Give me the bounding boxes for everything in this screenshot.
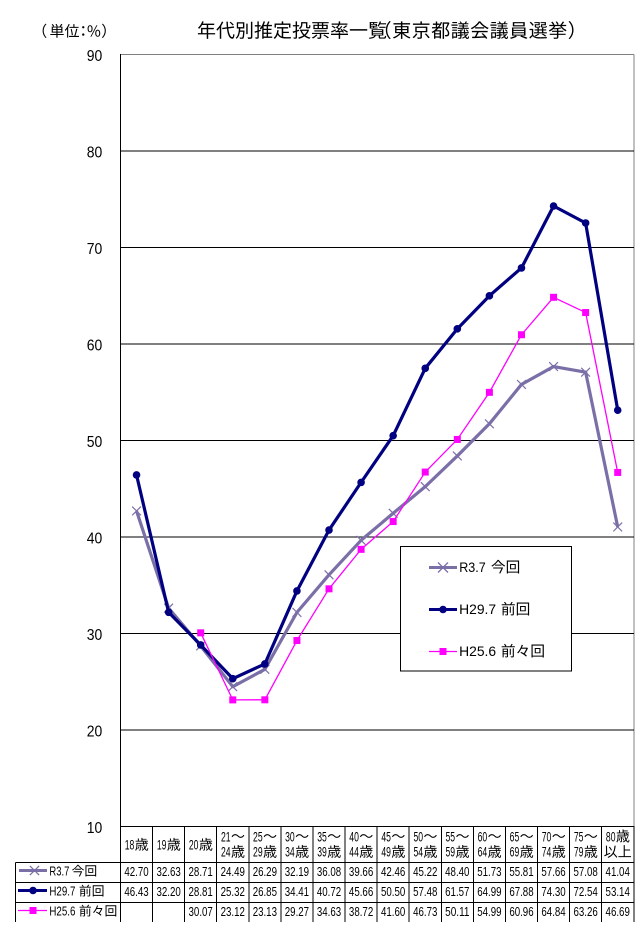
svg-text:R3.7: R3.7: [49, 863, 69, 878]
svg-text:80: 80: [87, 145, 103, 162]
svg-text:45.22: 45.22: [413, 864, 437, 879]
svg-text:59: 59: [446, 845, 456, 860]
svg-text:65: 65: [510, 829, 520, 844]
svg-text:19: 19: [157, 838, 167, 853]
svg-text:21: 21: [221, 829, 231, 844]
svg-text:60: 60: [478, 829, 488, 844]
svg-text:46.69: 46.69: [606, 904, 630, 919]
svg-text:50.11: 50.11: [445, 904, 469, 919]
svg-text:26.29: 26.29: [253, 864, 277, 879]
svg-text:32.20: 32.20: [156, 884, 180, 899]
svg-text:57.66: 57.66: [541, 864, 565, 879]
svg-text:50.50: 50.50: [381, 884, 405, 899]
svg-text:40: 40: [349, 829, 359, 844]
svg-text:90: 90: [87, 48, 103, 65]
svg-text:79: 79: [574, 845, 584, 860]
svg-text:40.72: 40.72: [317, 884, 341, 899]
svg-text:23.13: 23.13: [253, 904, 277, 919]
svg-text:55: 55: [446, 829, 456, 844]
svg-text:32.19: 32.19: [285, 864, 309, 879]
svg-text:74: 74: [542, 845, 552, 860]
svg-text:44: 44: [349, 845, 359, 860]
svg-text:39: 39: [317, 845, 327, 860]
svg-text:24.49: 24.49: [221, 864, 245, 879]
svg-text:72.54: 72.54: [573, 884, 597, 899]
svg-text:28.81: 28.81: [189, 884, 213, 899]
svg-text:25: 25: [253, 829, 263, 844]
svg-text:41.60: 41.60: [381, 904, 405, 919]
svg-text:45: 45: [381, 829, 391, 844]
svg-text:25.32: 25.32: [221, 884, 245, 899]
svg-text:60.96: 60.96: [509, 904, 533, 919]
svg-text:32.63: 32.63: [156, 864, 180, 879]
svg-text:30: 30: [285, 829, 295, 844]
svg-text:61.57: 61.57: [445, 884, 469, 899]
svg-text:67.88: 67.88: [509, 884, 533, 899]
svg-text:35: 35: [317, 829, 327, 844]
svg-text:54: 54: [413, 845, 423, 860]
svg-text:H29.7: H29.7: [459, 601, 496, 617]
svg-text:R3.7: R3.7: [459, 559, 486, 575]
svg-text:42.46: 42.46: [381, 864, 405, 879]
svg-text:50: 50: [87, 434, 103, 451]
svg-text:64.84: 64.84: [541, 904, 565, 919]
svg-text:46.73: 46.73: [413, 904, 437, 919]
svg-text:38.72: 38.72: [349, 904, 373, 919]
svg-text:20: 20: [189, 838, 199, 853]
svg-text:36.08: 36.08: [317, 864, 341, 879]
svg-text:51.73: 51.73: [477, 864, 501, 879]
svg-text:70: 70: [542, 829, 552, 844]
svg-text:64.99: 64.99: [477, 884, 501, 899]
svg-text:50: 50: [413, 829, 423, 844]
svg-text:60: 60: [87, 338, 103, 355]
svg-text:34.63: 34.63: [317, 904, 341, 919]
svg-text:69: 69: [510, 845, 520, 860]
svg-text:H25.6: H25.6: [49, 903, 75, 918]
svg-text:39.66: 39.66: [349, 864, 373, 879]
svg-text:45.66: 45.66: [349, 884, 373, 899]
svg-text:57.08: 57.08: [573, 864, 597, 879]
svg-text:41.04: 41.04: [606, 864, 630, 879]
svg-text:70: 70: [87, 241, 103, 258]
svg-text:18: 18: [125, 838, 135, 853]
svg-text:H29.7: H29.7: [49, 883, 75, 898]
svg-text:75: 75: [574, 829, 584, 844]
svg-text:24: 24: [221, 845, 231, 860]
svg-text:40: 40: [87, 531, 103, 548]
svg-text:34: 34: [285, 845, 295, 860]
svg-text:28.71: 28.71: [189, 864, 213, 879]
svg-text:55.81: 55.81: [509, 864, 533, 879]
svg-text:20: 20: [87, 724, 103, 741]
svg-text:42.70: 42.70: [124, 864, 148, 879]
svg-text:57.48: 57.48: [413, 884, 437, 899]
svg-text:74.30: 74.30: [541, 884, 565, 899]
svg-text:54.99: 54.99: [477, 904, 501, 919]
svg-text:34.41: 34.41: [285, 884, 309, 899]
svg-text:46.43: 46.43: [124, 884, 148, 899]
svg-text:10: 10: [87, 820, 103, 837]
svg-text:64: 64: [478, 845, 488, 860]
svg-text:29.27: 29.27: [285, 904, 309, 919]
svg-text:26.85: 26.85: [253, 884, 277, 899]
svg-text:H25.6: H25.6: [459, 643, 496, 659]
svg-text:29: 29: [253, 845, 263, 860]
svg-text:80: 80: [606, 829, 616, 844]
svg-text:23.12: 23.12: [221, 904, 245, 919]
svg-text:30.07: 30.07: [189, 904, 213, 919]
svg-text:49: 49: [381, 845, 391, 860]
svg-text:48.40: 48.40: [445, 864, 469, 879]
svg-text:63.26: 63.26: [573, 904, 597, 919]
svg-text:53.14: 53.14: [606, 884, 630, 899]
svg-text:30: 30: [87, 627, 103, 644]
